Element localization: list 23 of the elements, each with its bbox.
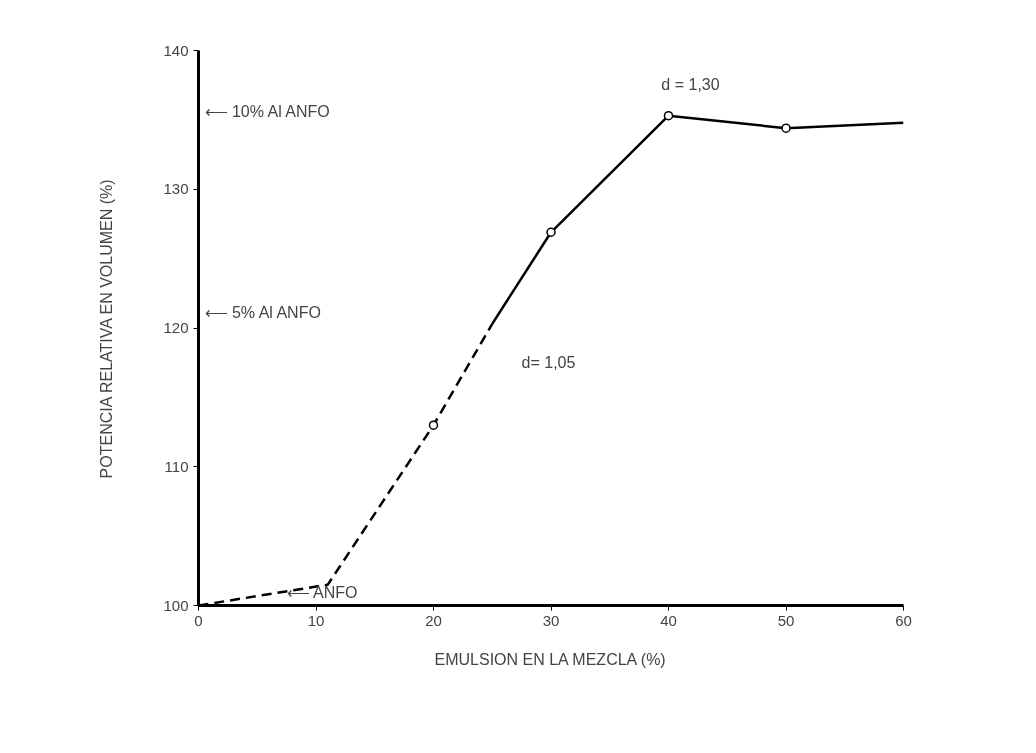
x-axis-title: EMULSION EN LA MEZCLA (%) xyxy=(434,650,666,668)
x-tick-label: 60 xyxy=(895,611,912,629)
point xyxy=(428,420,439,430)
annotation: d = 1,30 xyxy=(661,76,720,93)
y-axis-title: POTENCIA RELATIVA EN VOLUMEN (%) xyxy=(98,179,116,479)
point xyxy=(663,110,674,121)
y-tick-label: 130 xyxy=(163,180,189,198)
point xyxy=(781,123,791,133)
y-tick-label: 140 xyxy=(163,41,189,59)
y-tick-label: 110 xyxy=(164,457,189,475)
x-tick-label: 50 xyxy=(777,611,795,629)
y-tick-label: 120 xyxy=(163,319,189,336)
annotation: ⟵ ANFO xyxy=(286,584,358,601)
annotation: d= 1,05 xyxy=(521,354,576,371)
x-tick-label: 0 xyxy=(194,611,203,629)
y-tick-label: 100 xyxy=(163,596,189,614)
x-tick-label: 20 xyxy=(425,611,442,629)
x-tick-label: 30 xyxy=(542,611,560,629)
x-tick-label: 10 xyxy=(307,611,325,629)
annotation: ⟵ 10% Al ANFO xyxy=(204,103,330,120)
point xyxy=(546,227,556,237)
x-tick-label: 40 xyxy=(660,611,677,629)
annotation: ⟵ 5% Al ANFO xyxy=(204,304,321,321)
